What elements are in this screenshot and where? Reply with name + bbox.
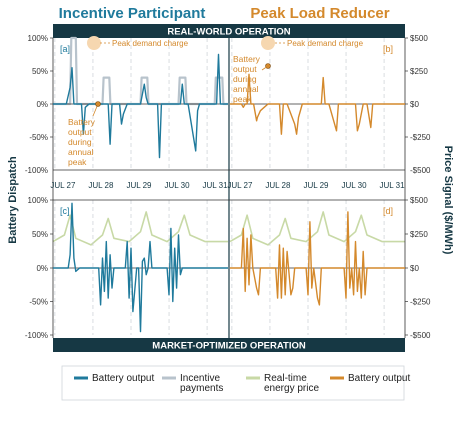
panel-label-b: [b]	[383, 44, 393, 54]
date-tick-label: JUL 30	[165, 181, 191, 190]
panel-label-c: [c]	[60, 206, 70, 216]
right-tick-label: $500	[410, 34, 428, 43]
peak-highlight-b	[261, 36, 275, 50]
legend-box	[61, 365, 405, 401]
series-price-d	[229, 211, 405, 246]
right-tick-label: $0	[410, 264, 419, 273]
left-tick-label: -50%	[29, 133, 48, 142]
series-price-c	[52, 211, 228, 246]
annual-peak-line-3: during	[68, 137, 92, 147]
plot-layer: 100% $500 50% $250 0% $0 -50% -$250 100% $500 50% $…	[25, 34, 431, 340]
series-dispatch-d	[230, 211, 405, 306]
bottom-band	[53, 338, 405, 352]
peak-highlight-a	[87, 36, 101, 50]
right-tick-label: -$500	[410, 331, 431, 340]
legend-label: payments	[180, 383, 223, 394]
annual-peak-text-b: Battery output during annual peak	[233, 54, 262, 104]
left-axis-label: Battery Dispatch	[7, 156, 19, 244]
legend-label: Battery output	[348, 373, 410, 384]
left-tick-label: 0%	[36, 100, 48, 109]
date-tick-label: JUL 31	[380, 181, 406, 190]
annual-peak-line-2: output	[68, 127, 92, 137]
title-right: Peak Load Reducer	[250, 5, 389, 22]
peak-demand-label-a: Peak demand charge	[112, 39, 189, 48]
left-tick-label: 0%	[36, 264, 48, 273]
annual-peak-b-line-5: peak	[233, 94, 252, 104]
annual-peak-b-line-1: Battery	[233, 54, 261, 64]
legend-label: Incentive	[180, 373, 220, 384]
annual-peak-line-5: peak	[68, 157, 87, 167]
panel-label-d: [d]	[383, 206, 393, 216]
date-tick-label: JUL 28	[88, 181, 114, 190]
left-tick-label: -100%	[25, 166, 48, 175]
right-tick-label: -$500	[410, 166, 431, 175]
left-tick-label: 50%	[32, 67, 48, 76]
legend-label: Battery output	[92, 373, 154, 384]
panel-label-a: [a]	[60, 44, 70, 54]
right-tick-label: $500	[410, 196, 428, 205]
annual-peak-text-a: Battery output during annual peak	[68, 117, 97, 167]
left-tick-label: 100%	[28, 34, 48, 43]
series-incentive-a	[53, 36, 228, 106]
top-band-label: REAL-WORLD OPERATION	[167, 27, 290, 38]
left-tick-label: 100%	[28, 196, 48, 205]
annual-peak-pointer-b	[261, 65, 269, 71]
left-tick-label: 50%	[32, 230, 48, 239]
annual-peak-b-line-4: annual	[233, 84, 259, 94]
title-left: Incentive Participant	[59, 5, 206, 22]
annual-peak-b-line-2: output	[233, 64, 257, 74]
right-tick-label: $250	[410, 67, 428, 76]
annual-peak-dot-a	[95, 101, 101, 107]
annual-peak-line-1: Battery	[68, 117, 96, 127]
legend-label: energy price	[264, 383, 319, 394]
date-tick-label: JUL 28	[265, 181, 291, 190]
date-tick-label: JUL 29	[126, 181, 152, 190]
top-band	[53, 24, 405, 38]
right-tick-label: -$250	[410, 133, 431, 142]
left-tick-label: -100%	[25, 331, 48, 340]
series-dispatch-b	[230, 73, 405, 135]
right-tick-label: -$250	[410, 298, 431, 307]
annual-peak-b-line-3: during	[233, 74, 257, 84]
right-tick-label: $0	[410, 100, 419, 109]
annual-peak-line-4: annual	[68, 147, 94, 157]
series-dispatch-a	[53, 53, 228, 159]
date-tick-label: JUL 31	[203, 181, 229, 190]
date-tick-label: JUL 27	[50, 181, 76, 190]
right-axis-label: Price Signal ($/MWh)	[442, 146, 454, 255]
left-tick-label: -50%	[29, 298, 48, 307]
date-tick-label: JUL 29	[303, 181, 329, 190]
right-tick-label: $250	[410, 230, 428, 239]
bottom-band-label: MARKET-OPTIMIZED OPERATION	[152, 341, 306, 352]
legend-label: Real-time	[264, 373, 307, 384]
series-dispatch-c	[53, 202, 228, 333]
date-tick-label: JUL 27	[227, 181, 253, 190]
date-tick-label: JUL 30	[342, 181, 368, 190]
peak-demand-label-b: Peak demand charge	[287, 39, 364, 48]
